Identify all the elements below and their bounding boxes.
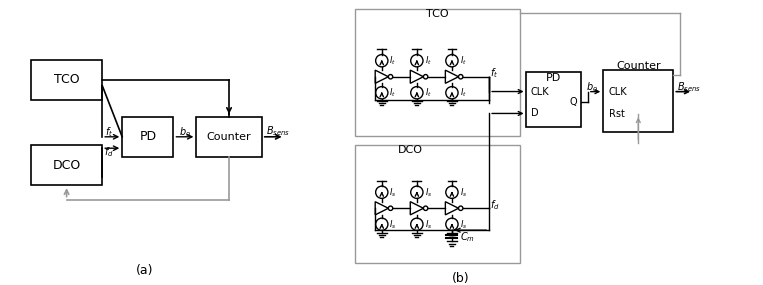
Text: (b): (b) xyxy=(452,272,469,285)
Text: $b_o$: $b_o$ xyxy=(586,80,598,94)
Text: $I_s$: $I_s$ xyxy=(389,218,397,231)
Bar xyxy=(31,60,102,100)
Text: $I_t$: $I_t$ xyxy=(424,54,432,67)
Text: $b_o$: $b_o$ xyxy=(179,125,191,139)
Text: $I_t$: $I_t$ xyxy=(389,54,397,67)
Text: $f_t$: $f_t$ xyxy=(491,66,498,80)
Text: $I_t$: $I_t$ xyxy=(459,86,466,99)
Text: $C_m$: $C_m$ xyxy=(459,230,475,244)
Text: PD: PD xyxy=(140,130,156,143)
Text: DCO: DCO xyxy=(53,159,81,172)
Text: $f_d$: $f_d$ xyxy=(105,146,114,159)
Bar xyxy=(356,145,520,263)
Text: $I_t$: $I_t$ xyxy=(389,86,397,99)
Bar xyxy=(356,9,520,136)
Bar xyxy=(122,117,173,157)
Text: TCO: TCO xyxy=(53,73,79,86)
Text: $I_s$: $I_s$ xyxy=(459,218,467,231)
Text: (a): (a) xyxy=(137,264,153,277)
Text: Counter: Counter xyxy=(207,132,251,142)
Text: $I_s$: $I_s$ xyxy=(424,218,432,231)
Bar xyxy=(604,70,674,132)
Text: D: D xyxy=(531,109,539,119)
Text: DCO: DCO xyxy=(398,145,423,155)
Text: CLK: CLK xyxy=(609,87,627,97)
Text: $B_{sens}$: $B_{sens}$ xyxy=(677,80,700,94)
Text: Rst: Rst xyxy=(609,109,625,119)
Bar xyxy=(196,117,262,157)
Text: $B_{sens}$: $B_{sens}$ xyxy=(266,124,290,138)
Text: $f_d$: $f_d$ xyxy=(491,198,500,212)
Text: Q: Q xyxy=(569,97,577,107)
Text: Counter: Counter xyxy=(616,61,661,71)
Text: $I_t$: $I_t$ xyxy=(459,54,466,67)
Text: $I_t$: $I_t$ xyxy=(424,86,432,99)
Bar xyxy=(526,72,581,127)
Text: $f_t$: $f_t$ xyxy=(105,126,114,139)
Text: $I_s$: $I_s$ xyxy=(424,186,432,199)
Bar xyxy=(31,145,102,185)
Text: $I_s$: $I_s$ xyxy=(389,186,397,199)
Text: CLK: CLK xyxy=(531,87,549,97)
Text: $I_s$: $I_s$ xyxy=(459,186,467,199)
Text: TCO: TCO xyxy=(427,9,449,19)
Text: PD: PD xyxy=(546,73,562,83)
